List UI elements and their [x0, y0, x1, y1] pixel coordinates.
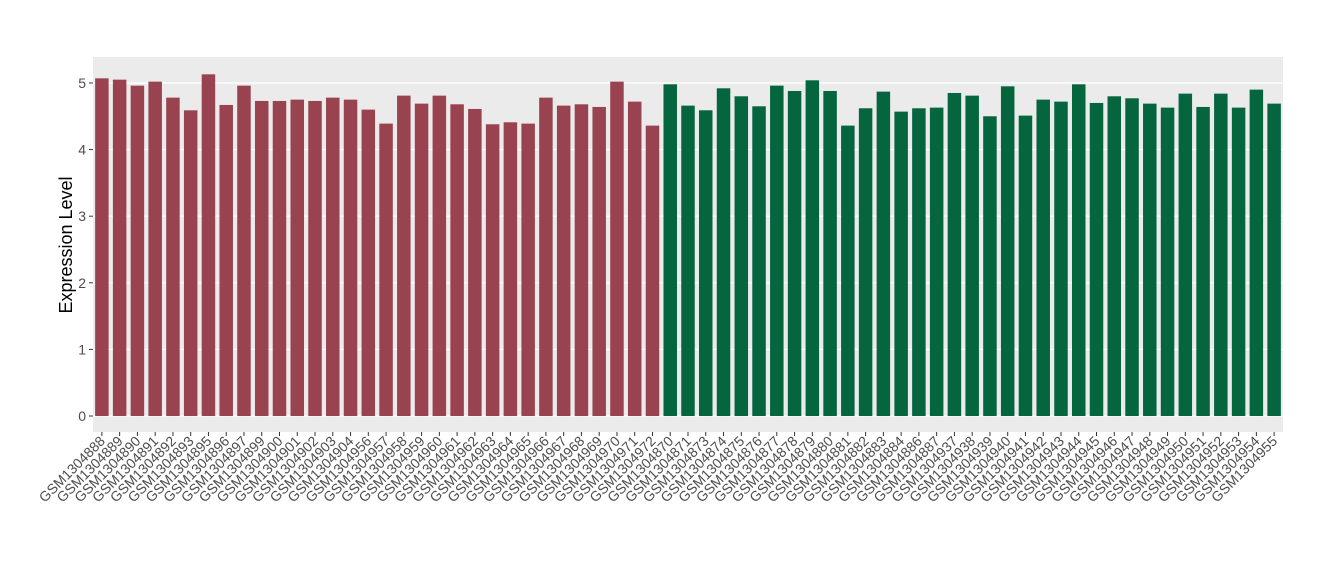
bar — [1231, 107, 1246, 417]
bar — [947, 92, 962, 417]
bar — [1178, 93, 1193, 417]
bar — [326, 97, 340, 417]
bar — [183, 110, 198, 417]
bar — [1036, 99, 1050, 417]
bar — [343, 99, 358, 417]
y-axis-title: Expression Level — [56, 176, 76, 313]
bar — [237, 85, 251, 417]
bar — [1125, 98, 1139, 417]
bar — [681, 105, 695, 417]
bar — [1214, 93, 1228, 417]
bar — [965, 95, 979, 417]
bar — [521, 123, 535, 417]
bar — [1107, 96, 1122, 417]
bar — [95, 78, 109, 417]
bar — [130, 85, 145, 417]
y-tick-label: 2 — [78, 275, 86, 291]
bar — [1000, 86, 1015, 417]
bar — [556, 105, 571, 417]
bar — [468, 108, 482, 417]
y-tick-label: 3 — [78, 208, 86, 224]
bar — [308, 100, 322, 417]
bar — [894, 111, 908, 417]
bar — [201, 74, 216, 417]
bar — [414, 103, 429, 417]
bar — [1089, 102, 1104, 417]
bar — [539, 97, 553, 417]
bar — [254, 100, 269, 417]
bar — [1196, 106, 1210, 417]
bar — [858, 108, 873, 417]
bar — [1249, 89, 1264, 417]
bar — [610, 81, 624, 417]
bar — [219, 104, 233, 417]
bar — [574, 104, 589, 417]
bar — [663, 84, 677, 417]
y-tick-label: 1 — [78, 341, 86, 357]
bar — [432, 95, 447, 417]
bar — [290, 99, 305, 417]
y-tick-label: 0 — [78, 408, 86, 424]
bar — [1071, 84, 1086, 417]
bar — [699, 110, 713, 417]
bar — [787, 90, 802, 417]
bar — [361, 109, 376, 417]
bar — [1018, 115, 1033, 417]
bar — [983, 116, 997, 417]
bar — [112, 79, 127, 417]
y-tick-label: 4 — [78, 142, 86, 158]
bar — [734, 96, 749, 417]
bar — [148, 81, 162, 417]
bar — [823, 90, 837, 417]
bar — [166, 97, 180, 417]
bar — [379, 123, 393, 417]
bar — [929, 107, 944, 417]
bar — [450, 104, 464, 417]
bar — [716, 88, 731, 417]
bar — [805, 80, 820, 417]
bar — [770, 85, 784, 417]
bar — [485, 124, 500, 417]
bar — [1054, 101, 1068, 417]
bar — [1267, 103, 1281, 417]
bar — [912, 108, 926, 417]
bar — [645, 125, 660, 417]
bar — [503, 122, 518, 417]
bar — [1160, 107, 1175, 417]
bar — [397, 95, 411, 417]
bar — [876, 91, 891, 417]
bar — [752, 106, 766, 417]
y-tick-label: 5 — [78, 75, 86, 91]
bar — [272, 100, 287, 417]
bar — [627, 101, 642, 417]
bar — [841, 125, 855, 417]
bar — [592, 106, 606, 417]
bar — [1143, 103, 1157, 417]
